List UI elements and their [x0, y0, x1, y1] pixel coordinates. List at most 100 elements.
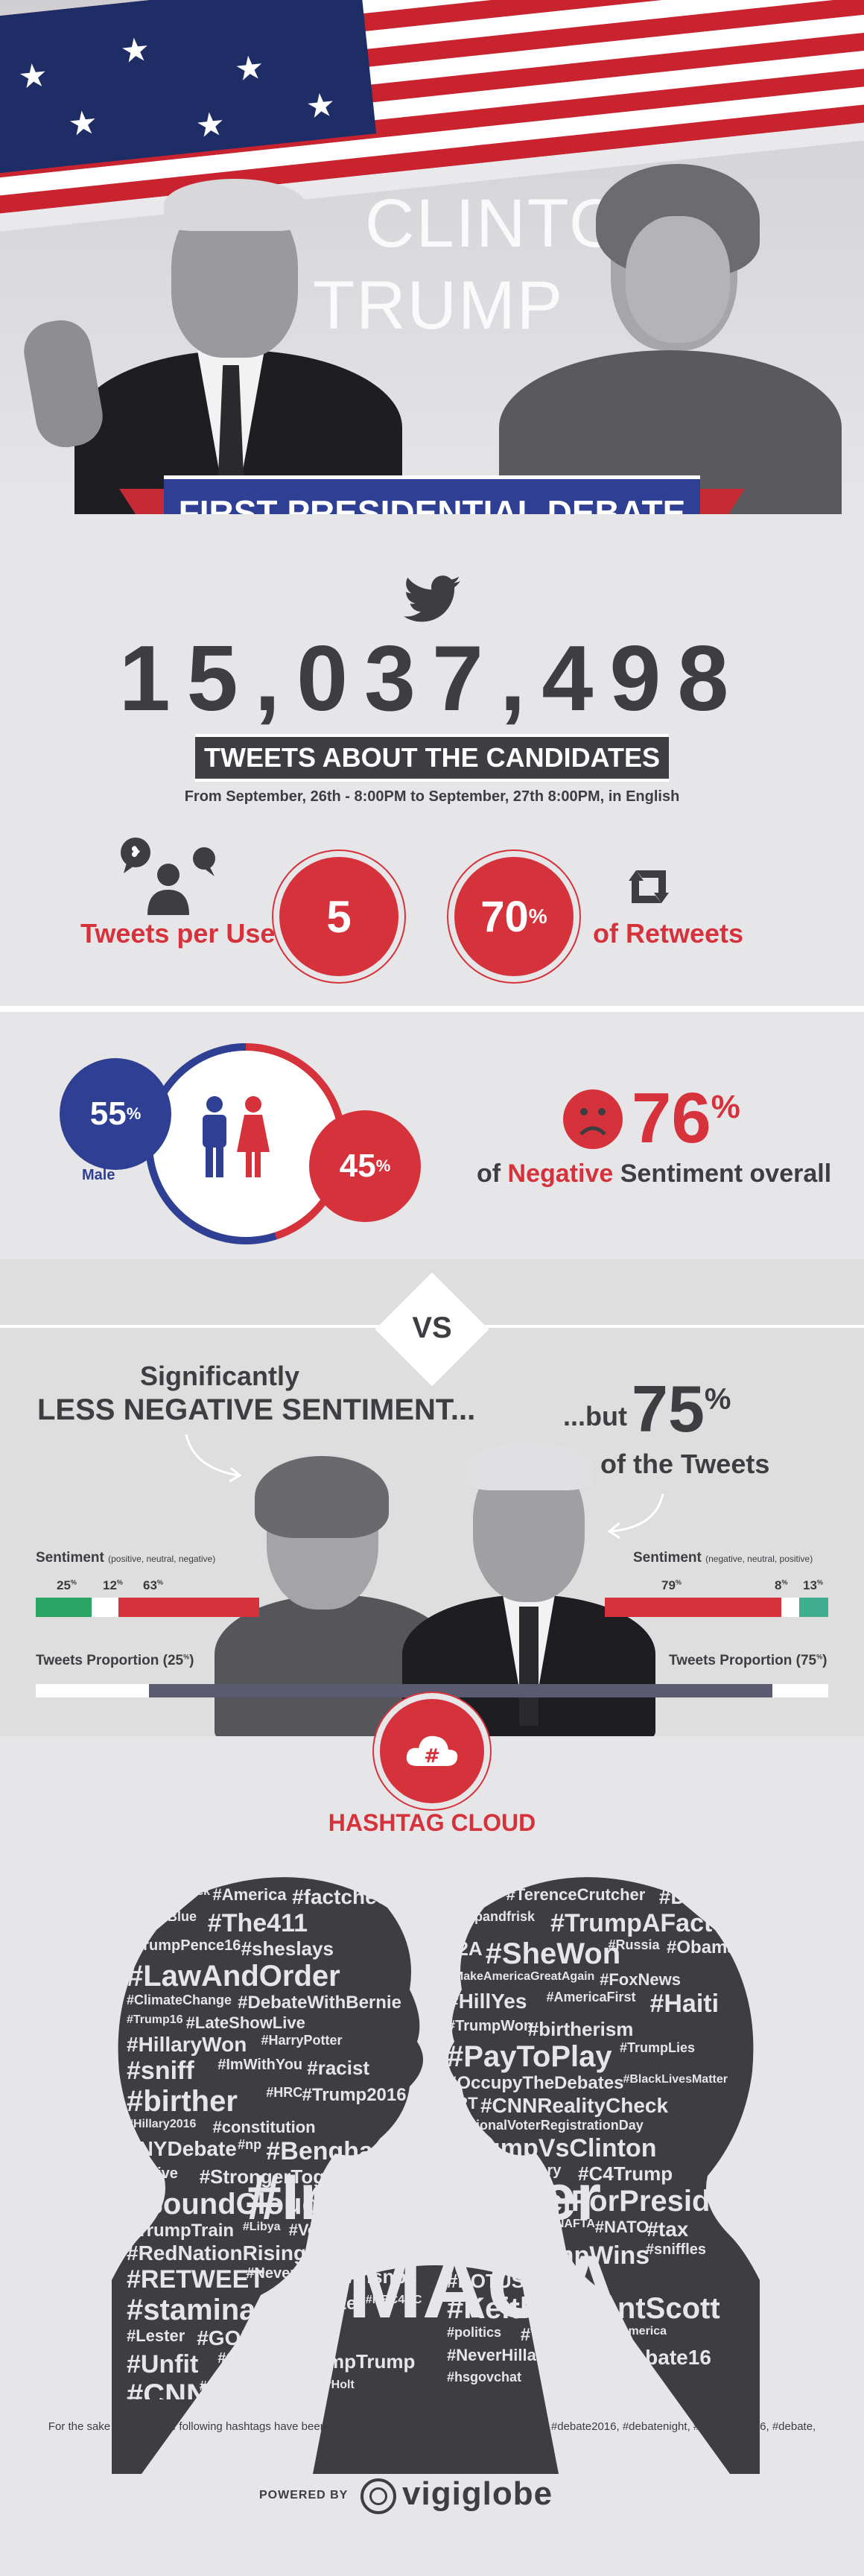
right-hashtag: #MNF [447, 2218, 483, 2232]
right-hashtag: #Haiti [649, 1990, 720, 2018]
trump-sentiment-bar [605, 1598, 828, 1617]
left-hashtag: #racist [307, 2057, 370, 2079]
female-unit: % [375, 1156, 391, 1175]
right-hashtag: #birtherism [527, 2018, 634, 2040]
twitter-bird-icon [404, 575, 460, 623]
right-hashtag: #DNCLeak [447, 1885, 507, 1898]
left-hashtag: #SoundCloud [127, 2188, 320, 2221]
trump-negative-segment [605, 1598, 781, 1617]
right-hashtag: #POTUS [447, 2270, 525, 2292]
right-hashtag: #CNNRealityCheck [480, 2094, 669, 2117]
left-hashtag: #RedNationRising [127, 2241, 307, 2265]
tweet-count: 15,037,498 [118, 627, 746, 730]
right-hashtag: #BlackLivesMatter [623, 2073, 728, 2086]
left-hashtag: #constitution [212, 2118, 316, 2136]
negative-unit: % [711, 1089, 740, 1125]
trump-neutral-segment [781, 1598, 799, 1617]
right-hashtag: #TrumpLies [620, 2040, 696, 2055]
sad-face-icon [563, 1089, 623, 1149]
right-hashtag: #p2 [712, 1909, 738, 1925]
left-hashtag: #VoteTrump [288, 2221, 383, 2239]
left-hashtag: #vote [309, 2294, 357, 2314]
right-hashtag: #Truth [483, 2218, 538, 2238]
trump-sentiment-label: Sentiment [633, 1550, 702, 1566]
right-hashtag: #HofDebate16 [572, 2346, 711, 2369]
hashtag-glyph: # [424, 1745, 440, 1768]
right-hashtag: #TPP [520, 2325, 565, 2345]
left-hashtag: #RETWEET [127, 2265, 265, 2294]
left-hashtag: #Poll [266, 2294, 299, 2308]
left-hashtag: #UniteBlue [127, 1909, 197, 1924]
trump-neutral-text: 8% [775, 1578, 788, 1592]
hashtag-cloud-title: HASHTAG CLOUD [328, 1809, 536, 1836]
right-caption-percent: 75% [632, 1371, 731, 1447]
left-hashtag: #CNN [127, 2379, 208, 2399]
left-hashtag: #ImWithYou [217, 2057, 303, 2073]
female-circle: 45% [309, 1110, 421, 1222]
right-hashtag: #WakeUpAmerica [566, 2325, 667, 2338]
right-hashtag: #NATO [594, 2218, 649, 2236]
right-caption-unit: % [704, 1382, 731, 1416]
left-hashtag: #HarryPotter [261, 2033, 343, 2048]
cloud-note: For the sake of clarity, the following h… [48, 2420, 816, 2446]
left-hashtag: #NeverTrump [246, 2265, 342, 2282]
male-unit: % [126, 1104, 142, 1123]
retweet-unit: % [528, 905, 547, 928]
left-hashtag: #Registered [249, 2326, 326, 2341]
left-hashtag: #GOP [197, 2326, 255, 2349]
right-hashtag: #Russia [608, 1937, 660, 1952]
trump-proportion-label: Tweets Proportion (75%) [669, 1653, 828, 1668]
right-hashtag: #NationalVoterRegistrationDay [447, 2118, 644, 2133]
retweet-label: of Retweets [593, 918, 744, 949]
right-hashtag: #Obama [667, 1937, 737, 1958]
left-hashtag: #ClimateChange [127, 1993, 232, 2007]
left-hashtag: #Hillary2016 [127, 2118, 197, 2130]
left-hashtag: #LesterHolt [288, 2379, 355, 2391]
hashtag-cloud-left: #APFactCheck #America #factcheck #UniteBlue… [127, 1885, 425, 2399]
debate-banner: FIRST PRESIDENTIAL DEBATE [119, 475, 745, 514]
clinton-negative-segment [118, 1598, 259, 1617]
clinton-photo [477, 134, 849, 514]
tweets-label: TWEETS ABOUT THE CANDIDATES [195, 734, 669, 782]
left-hashtag: #TrumpTrain [127, 2221, 235, 2241]
female-value: 45 [339, 1148, 376, 1184]
clinton-neutral-text: 12% [103, 1578, 123, 1592]
male-label: Male [82, 1167, 115, 1183]
left-hashtag: #Lester [127, 2326, 185, 2345]
left-hashtag: #KellyFile [316, 2188, 379, 2203]
left-hashtag: #The411 [207, 1909, 308, 1937]
left-hashtag: #TrumpPence16 [127, 1937, 241, 1954]
right-hashtag: #stopandfrisk [447, 1909, 536, 1924]
right-hashtag: #AmericaFirst [546, 1990, 636, 2004]
trump-sentiment-order: (negative, neutral, positive) [705, 1554, 813, 1564]
left-hashtag: #America [212, 1885, 287, 1904]
left-hashtag: #NBC4DC [365, 2294, 422, 2306]
proportion-connector [149, 1684, 700, 1697]
hashtag-maga: #MAGA [298, 2237, 621, 2337]
right-arrow-icon [607, 1493, 664, 1539]
right-hashtag: #tax [647, 2218, 689, 2241]
left-hashtag: #APFactCheck [127, 1885, 211, 1898]
left-hashtag: #Trump2016 [302, 2085, 407, 2105]
retweet-value: 70 [480, 892, 529, 941]
powered-by-label: POWERED BY [259, 2489, 349, 2501]
right-caption-value: 75 [632, 1372, 705, 1446]
left-hashtag: #np [238, 2137, 262, 2152]
trump-photo [19, 127, 432, 514]
users-icon: ❥ [109, 833, 228, 915]
right-hashtag: #CrookedHillary [447, 2162, 562, 2179]
right-hashtag: #TrumpAFact [550, 1909, 713, 1937]
left-hashtag: #LawAndOrder [127, 1960, 340, 1993]
left-hashtag: #DumpTrump [290, 2350, 416, 2373]
left-hashtag: #USA [243, 2379, 291, 2399]
right-caption-post: of the Tweets [600, 1449, 770, 1479]
left-caption-1: Significantly [140, 1361, 300, 1391]
tweets-per-user-value: 5 [326, 891, 352, 942]
right-hashtag: #OccupyTheDebates [447, 2073, 624, 2093]
left-hashtag: #LateShowLive [185, 2013, 305, 2032]
right-hashtag: #Polls [447, 2241, 487, 2256]
left-hashtag: #StrongerTogether [199, 2165, 372, 2188]
two-heads-silhouette [112, 1877, 760, 2474]
left-hashtag: #Unfit [127, 2350, 199, 2379]
negative-word: Negative [507, 1159, 614, 1188]
